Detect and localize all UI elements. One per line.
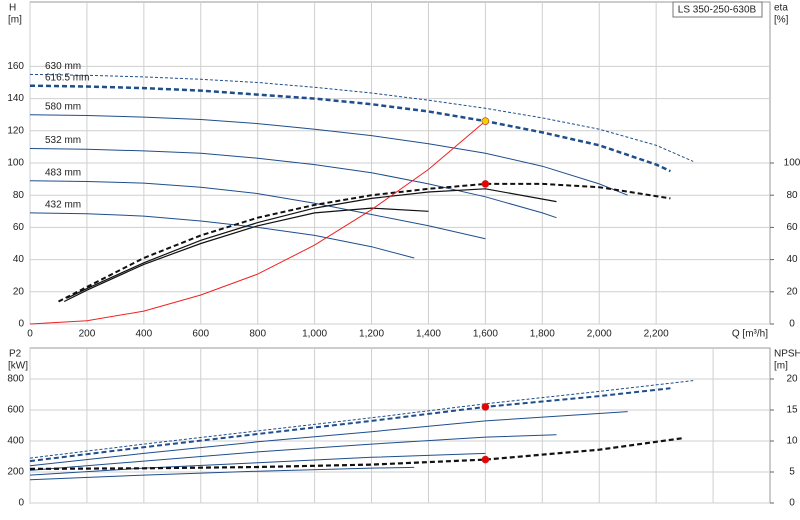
y2-tick-label: 15 xyxy=(786,405,798,416)
y-tick-label: 60 xyxy=(13,222,25,233)
curve xyxy=(29,411,628,467)
curve-label: 630 mm xyxy=(45,61,81,72)
curve xyxy=(29,387,671,463)
y-tick-label: 160 xyxy=(7,61,24,72)
curve-label: 483 mm xyxy=(45,167,81,178)
y-tick-label: 400 xyxy=(7,436,24,447)
y-tick-label: 80 xyxy=(13,190,25,201)
x-tick-label: 400 xyxy=(136,329,153,340)
x-tick-label: 600 xyxy=(192,329,209,340)
y-axis-label: H xyxy=(9,3,16,14)
curve-label: 580 mm xyxy=(45,101,81,112)
y-tick-label: 100 xyxy=(7,158,24,169)
y2-tick-label: 20 xyxy=(786,286,798,297)
y2-tick-label: 100 xyxy=(784,158,800,169)
y2-axis-unit: [m] xyxy=(774,361,788,372)
curve xyxy=(29,436,685,470)
y-tick-label: 120 xyxy=(7,125,24,136)
y2-tick-label: 0 xyxy=(789,498,795,509)
y2-tick-label: 80 xyxy=(786,190,798,201)
duty-point xyxy=(481,455,490,464)
model-box xyxy=(672,1,763,18)
y2-tick-label: 20 xyxy=(786,374,798,385)
x-tick-label: 2,200 xyxy=(644,329,669,340)
y2-tick-label: 10 xyxy=(786,436,798,447)
x-tick-label: 0 xyxy=(27,329,33,340)
x-tick-label: 1,800 xyxy=(530,329,555,340)
curve xyxy=(66,188,557,299)
x-tick-label: 1,200 xyxy=(359,329,384,340)
y-tick-label: 600 xyxy=(7,405,24,416)
curve xyxy=(29,212,415,259)
curve-label: 616.5 mm xyxy=(45,72,89,83)
x-tick-label: 1,600 xyxy=(473,329,498,340)
curve xyxy=(29,452,486,476)
curve xyxy=(29,466,415,481)
curve xyxy=(29,120,486,325)
duty-point xyxy=(481,117,490,125)
duty-point xyxy=(481,180,490,188)
curve xyxy=(29,114,628,196)
y-axis-label: P2 xyxy=(9,349,22,360)
curve-label: 532 mm xyxy=(45,135,81,146)
y-tick-label: 200 xyxy=(7,467,24,478)
curve xyxy=(29,84,671,173)
y2-tick-label: 5 xyxy=(789,467,795,478)
curve xyxy=(29,73,694,162)
curve xyxy=(29,148,557,219)
y2-axis-label: eta xyxy=(774,3,788,14)
duty-point xyxy=(481,403,490,411)
model-label: LS 350-250-630B xyxy=(678,5,757,16)
y2-axis-label: NPSH xyxy=(774,349,800,360)
y-tick-label: 800 xyxy=(7,374,24,385)
x-tick-label: 2,000 xyxy=(587,329,612,340)
curve-label: 432 mm xyxy=(45,200,81,211)
y-tick-label: 0 xyxy=(18,498,24,509)
y-tick-label: 40 xyxy=(13,254,25,265)
x-tick-label: 1,400 xyxy=(416,329,441,340)
curve xyxy=(63,207,429,303)
curve xyxy=(58,182,671,303)
x-tick-label: 200 xyxy=(79,329,96,340)
x-tick-label: 1,000 xyxy=(302,329,327,340)
y2-tick-label: 60 xyxy=(786,222,798,233)
y2-axis-unit: [%] xyxy=(774,15,789,26)
x-tick-label: 800 xyxy=(249,329,266,340)
plot-area xyxy=(29,347,771,504)
x-axis-label: Q [m³/h] xyxy=(732,329,768,340)
y-tick-label: 140 xyxy=(7,93,24,104)
y2-tick-label: 40 xyxy=(786,254,798,265)
curve xyxy=(29,434,557,471)
y-tick-label: 20 xyxy=(13,286,25,297)
y-tick-label: 0 xyxy=(18,319,24,330)
y2-tick-label: 0 xyxy=(789,319,795,330)
y-axis-unit: [m] xyxy=(8,15,22,26)
y-axis-unit: [kW] xyxy=(8,361,28,372)
curve xyxy=(29,180,486,240)
